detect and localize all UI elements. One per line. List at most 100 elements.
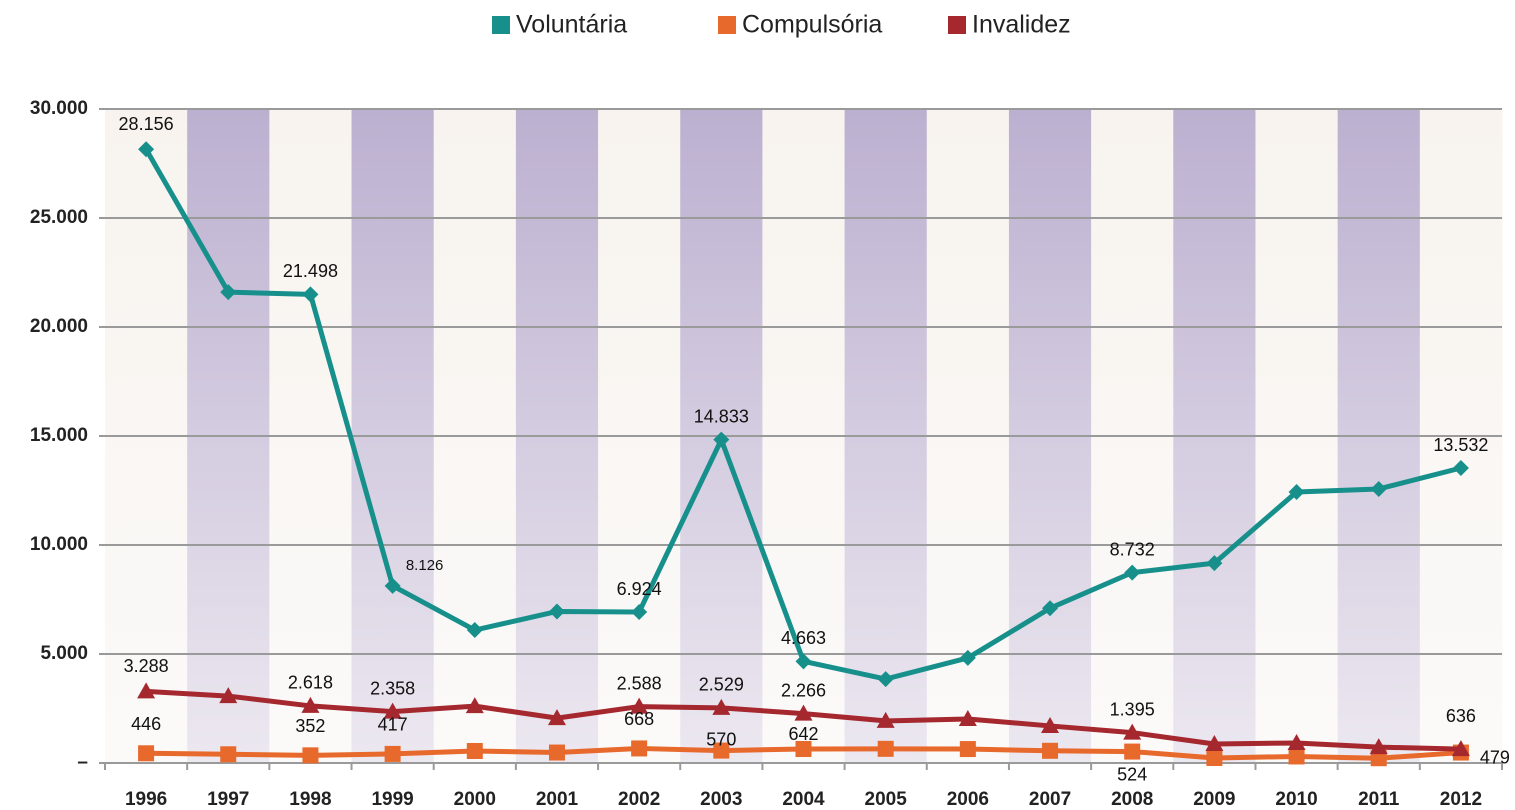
x-tick-label: 2008 [1111, 789, 1153, 810]
data-label: 636 [1446, 706, 1476, 726]
x-tick-label: 2010 [1275, 789, 1317, 810]
data-label: 4.663 [781, 628, 826, 648]
data-label: 13.532 [1433, 435, 1488, 455]
legend-swatch [718, 16, 736, 34]
marker [1042, 600, 1059, 617]
legend-label: Voluntária [516, 11, 627, 39]
x-tick-label: 1998 [289, 789, 331, 810]
marker [220, 284, 237, 301]
data-label: 2.358 [370, 678, 415, 698]
y-tick-label: 5.000 [40, 643, 88, 664]
data-label: 570 [706, 729, 736, 749]
data-label: 8.126 [406, 557, 444, 574]
marker [219, 687, 238, 704]
x-tick-label: 1997 [207, 789, 249, 810]
data-label: 642 [788, 724, 818, 744]
legend-swatch [948, 16, 966, 34]
data-label: 524 [1117, 764, 1147, 784]
marker [630, 697, 649, 714]
x-tick-label: 2002 [618, 789, 660, 810]
marker [302, 747, 319, 764]
marker [1287, 733, 1306, 750]
marker [1124, 743, 1141, 760]
marker [1451, 740, 1470, 757]
data-label: 352 [295, 716, 325, 736]
data-label: 2.588 [617, 673, 662, 693]
marker [547, 709, 566, 726]
marker [137, 682, 156, 699]
x-tick-label: 2011 [1358, 789, 1400, 810]
x-tick-label: 2000 [454, 789, 496, 810]
marker [631, 604, 648, 621]
marker [465, 697, 484, 714]
x-tick-label: 2006 [947, 789, 989, 810]
marker [795, 653, 812, 670]
marker [1042, 742, 1059, 759]
data-label: 668 [624, 709, 654, 729]
marker [384, 577, 401, 594]
x-tick-label: 2001 [536, 789, 579, 810]
data-label: 2.618 [288, 673, 333, 693]
data-label: 8.732 [1110, 539, 1155, 559]
marker [959, 649, 976, 666]
marker [1205, 735, 1224, 752]
marker [876, 711, 895, 728]
x-tick-label: 2004 [782, 789, 825, 810]
y-tick-label: 20.000 [30, 316, 88, 337]
marker [1288, 748, 1305, 765]
marker [1206, 749, 1223, 766]
marker [138, 745, 155, 762]
marker [877, 740, 894, 757]
x-tick-label: 2012 [1440, 789, 1482, 810]
x-tick-label: 2003 [700, 789, 742, 810]
marker [1123, 723, 1142, 740]
x-tick-label: 2005 [865, 789, 908, 810]
marker [384, 745, 401, 762]
marker [138, 141, 155, 158]
marker [302, 286, 319, 303]
data-label: 6.924 [617, 579, 662, 599]
marker [958, 709, 977, 726]
y-tick-label: – [77, 752, 88, 773]
x-tick-label: 1996 [125, 789, 167, 810]
data-label: 446 [131, 714, 161, 734]
data-label: 14.833 [694, 406, 749, 426]
data-label: 21.498 [283, 261, 338, 281]
marker [1370, 480, 1387, 497]
data-label: 2.529 [699, 675, 744, 695]
marker [1206, 555, 1223, 572]
marker [383, 702, 402, 719]
data-label: 3.288 [124, 656, 169, 676]
marker [548, 744, 565, 761]
marker [794, 704, 813, 721]
y-tick-label: 25.000 [30, 207, 88, 228]
marker [1288, 484, 1305, 501]
data-label: 2.266 [781, 680, 826, 700]
marker [1124, 564, 1141, 581]
marker [466, 743, 483, 760]
data-label: 1.395 [1110, 699, 1155, 719]
data-label: 479 [1480, 747, 1510, 767]
legend-label: Invalidez [972, 11, 1071, 39]
y-tick-label: 15.000 [30, 425, 88, 446]
x-tick-label: 1999 [371, 789, 413, 810]
marker [795, 741, 812, 758]
marker [1452, 460, 1469, 477]
marker [1041, 716, 1060, 733]
marker [1369, 738, 1388, 755]
marker [220, 746, 237, 763]
legend-label: Compulsória [742, 11, 882, 39]
legend-swatch [492, 16, 510, 34]
marker [548, 603, 565, 620]
marker [959, 741, 976, 758]
y-tick-label: 10.000 [30, 534, 88, 555]
marker [713, 431, 730, 448]
marker [301, 696, 320, 713]
data-label: 417 [378, 715, 408, 735]
x-tick-label: 2007 [1029, 789, 1071, 810]
x-tick-label: 2009 [1193, 789, 1235, 810]
marker [877, 671, 894, 688]
data-label: 28.156 [119, 114, 174, 134]
marker [466, 622, 483, 639]
